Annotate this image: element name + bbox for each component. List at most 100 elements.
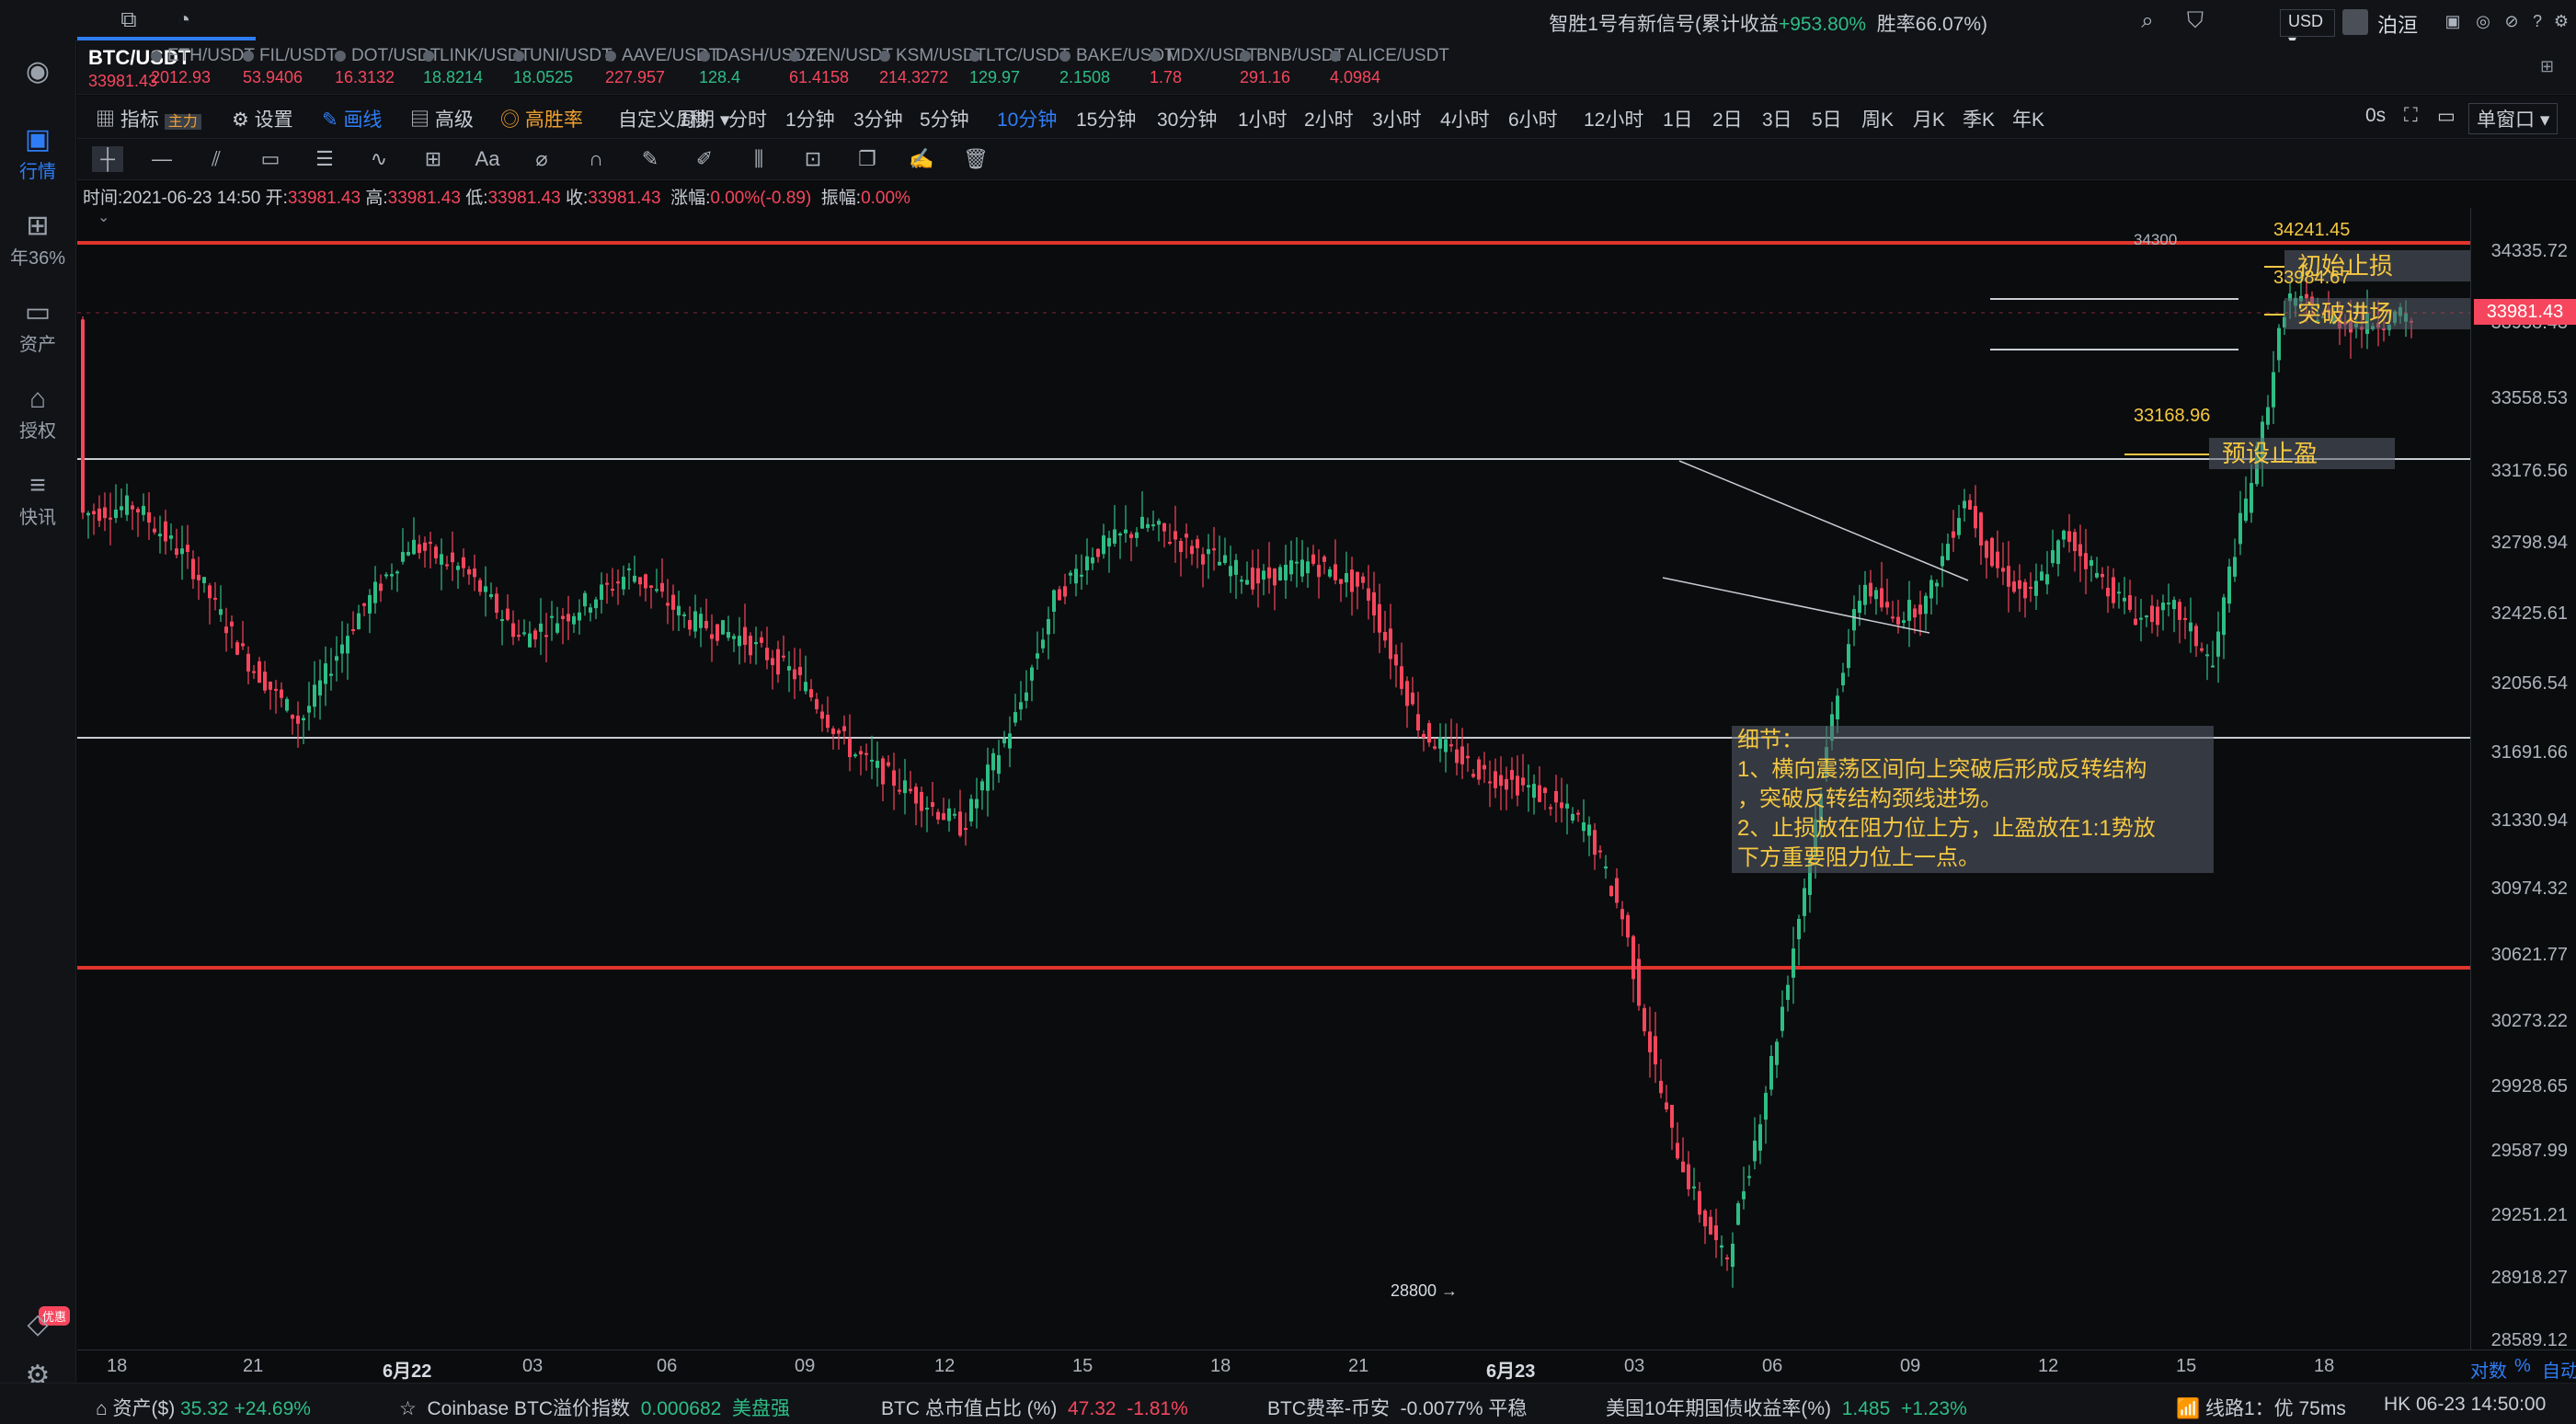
- segment-icon[interactable]: —: [152, 147, 172, 170]
- pair-name: DOT/USDT: [335, 46, 441, 66]
- funding-status[interactable]: BTC费率-币安 -0.0077% 平稳: [1267, 1394, 1527, 1421]
- wave-icon[interactable]: ∿: [370, 147, 388, 170]
- ban-icon[interactable]: ⊘: [2504, 12, 2519, 30]
- gear-icon[interactable]: ⚙: [2553, 12, 2570, 30]
- period-15[interactable]: 2日: [1712, 109, 1743, 131]
- sidebar-item-market[interactable]: ▣ 行情: [0, 123, 75, 183]
- annotation-note[interactable]: 细节： 1、横向震荡区间向上突破后形成反转结构 ，突破反转结构颈线进场。 2、止…: [1732, 726, 2214, 873]
- period-3[interactable]: 3分钟: [853, 109, 903, 131]
- candle-body: [991, 752, 995, 771]
- dominance-status[interactable]: BTC 总市值占比 (%) 47.32 -1.81%: [881, 1394, 1188, 1421]
- assets-status[interactable]: ⌂ 资产($) 35.32 +24.69%: [96, 1398, 311, 1419]
- axis-option[interactable]: %: [2514, 1356, 2531, 1376]
- text-icon[interactable]: Aa: [475, 147, 500, 170]
- edit-icon[interactable]: ✍: [909, 147, 934, 170]
- measure-icon[interactable]: ⊞: [424, 147, 442, 170]
- eraser-icon[interactable]: ⌀: [535, 147, 548, 170]
- sidebar-item-yield[interactable]: ⊞ 年36%: [0, 210, 75, 270]
- pair-item[interactable]: BNB/USDT 291.16: [1240, 46, 1345, 87]
- period-9[interactable]: 2小时: [1304, 109, 1354, 131]
- brush-icon[interactable]: ✎: [641, 147, 659, 170]
- signal-notice[interactable]: 智胜1号有新信号(累计收益+953.80% 胜率66.07%): [1549, 9, 1987, 37]
- pair-item[interactable]: ZEN/USDT 61.4158: [789, 46, 893, 87]
- candle-icon[interactable]: ⫼: [753, 147, 764, 170]
- pair-item[interactable]: KSM/USDT 214.3272: [879, 46, 986, 87]
- advanced-button[interactable]: ▤ 高级: [410, 109, 474, 131]
- trash-icon[interactable]: 🗑: [963, 147, 989, 170]
- pair-item[interactable]: LTC/USDT 129.97: [969, 46, 1070, 87]
- pair-item[interactable]: AAVE/USDT 227.957: [605, 46, 719, 87]
- pair-item[interactable]: LINK/USDT 18.8214: [423, 46, 531, 87]
- period-7[interactable]: 30分钟: [1157, 109, 1218, 131]
- period-6[interactable]: 15分钟: [1076, 109, 1137, 131]
- period-20[interactable]: 季K: [1963, 109, 1996, 131]
- winrate-button[interactable]: ◎ 高胜率: [500, 109, 583, 131]
- period-17[interactable]: 5日: [1812, 109, 1842, 131]
- period-12[interactable]: 6小时: [1508, 109, 1558, 131]
- period-13[interactable]: 12小时: [1584, 109, 1644, 131]
- pair-item[interactable]: DOT/USDT 16.3132: [335, 46, 441, 87]
- time-axis[interactable]: 18 21 6月22 03 06 09 12 15 18 21 6月23 03 06 09 12 15 18 对数…: [77, 1349, 2576, 1384]
- parallel-icon[interactable]: ⫽: [212, 147, 221, 170]
- draw-button[interactable]: ✎ 画线: [322, 109, 383, 131]
- price-axis[interactable]: 34335.7233958.4333558.5333176.5632798.94…: [2470, 208, 2576, 1350]
- custom-period-select[interactable]: 自定义周期 ▾: [618, 109, 730, 131]
- period-11[interactable]: 4小时: [1440, 109, 1490, 131]
- bond-status[interactable]: 美国10年期国债收益率(%) 1.485 +1.23%: [1606, 1394, 1967, 1421]
- candlestick-chart[interactable]: 初始止损 34241.45 突破进场 33984.67 预设止盈 33168.96 3430…: [77, 208, 2470, 1349]
- rect-icon[interactable]: ▭: [260, 147, 280, 170]
- shirt-icon[interactable]: ⛉: [2187, 8, 2204, 33]
- sidebar-item-authorize[interactable]: ⌂ 授权: [0, 383, 75, 442]
- window-mode-select[interactable]: 单窗口 ▾: [2468, 103, 2559, 134]
- screenshot-icon[interactable]: ▭: [2437, 106, 2456, 127]
- fib-icon[interactable]: ☰: [315, 147, 334, 170]
- pair-item[interactable]: ALICE/USDT 4.0984: [1330, 46, 1449, 87]
- pair-item[interactable]: MDX/USDT 1.78: [1150, 46, 1257, 87]
- period-14[interactable]: 1日: [1663, 109, 1693, 131]
- add-pair-icon[interactable]: ⊞: [2540, 57, 2555, 75]
- axis-option[interactable]: 自动: [2542, 1361, 2576, 1382]
- pair-name: LINK/USDT: [423, 46, 531, 66]
- magnet-icon[interactable]: ∩: [589, 147, 603, 170]
- period-21[interactable]: 年K: [2012, 109, 2045, 131]
- window-icon[interactable]: ⧉: [120, 7, 137, 32]
- period-16[interactable]: 3日: [1762, 109, 1792, 131]
- user-name[interactable]: 泊洹: [2377, 14, 2419, 37]
- sidebar-item-news[interactable]: ≡ 快讯: [0, 469, 75, 529]
- period-1[interactable]: 分时: [728, 109, 767, 131]
- coinbase-status[interactable]: ☆ Coinbase BTC溢价指数 0.000682 美盘强: [399, 1398, 790, 1419]
- period-19[interactable]: 月K: [1913, 109, 1946, 131]
- period-0[interactable]: 1秒: [679, 109, 709, 131]
- connection-status[interactable]: 📶 线路1：优 75ms: [2176, 1398, 2346, 1419]
- collapse-icon[interactable]: ⌄: [97, 210, 110, 225]
- copy-icon[interactable]: ❐: [858, 147, 876, 170]
- lock-icon[interactable]: ⊡: [804, 147, 822, 170]
- crosshair-icon[interactable]: ┼: [92, 146, 123, 172]
- layout-icon[interactable]: ▣: [2444, 12, 2461, 30]
- gift-icon[interactable]: ◇: [27, 1309, 49, 1339]
- period-8[interactable]: 1小时: [1238, 109, 1288, 131]
- period-4[interactable]: 5分钟: [920, 109, 969, 131]
- pair-item[interactable]: ETH/USDT 2012.93: [151, 46, 255, 87]
- currency-select[interactable]: USD ▾: [2280, 9, 2335, 50]
- fullscreen-icon[interactable]: ⛶: [2404, 105, 2418, 126]
- bell-icon[interactable]: ◔: [177, 7, 191, 32]
- indicator-button[interactable]: ▦ 指标 主力: [96, 105, 201, 132]
- settings-button[interactable]: ⚙ 设置: [232, 109, 293, 131]
- candle-body: [484, 586, 487, 592]
- sidebar-item-assets[interactable]: ▭ 资产: [0, 296, 75, 356]
- search-icon[interactable]: ⌕: [2141, 8, 2154, 33]
- period-18[interactable]: 周K: [1861, 109, 1895, 131]
- active-pair[interactable]: BTC/USDT 33981.43: [88, 46, 190, 91]
- period-10[interactable]: 3小时: [1372, 109, 1422, 131]
- axis-option[interactable]: 对数: [2470, 1361, 2507, 1382]
- period-5[interactable]: 10分钟: [997, 109, 1058, 131]
- pair-item[interactable]: BAKE/USDT 2.1508: [1059, 46, 1175, 87]
- avatar[interactable]: [2342, 9, 2368, 35]
- pair-item[interactable]: UNI/USDT 18.0525: [513, 46, 613, 87]
- circle-icon[interactable]: ◎: [2476, 12, 2490, 30]
- help-icon[interactable]: ?: [2532, 12, 2542, 30]
- pen-icon[interactable]: ✐: [695, 147, 714, 170]
- period-2[interactable]: 1分钟: [785, 109, 835, 131]
- pair-item[interactable]: FIL/USDT 53.9406: [243, 46, 337, 87]
